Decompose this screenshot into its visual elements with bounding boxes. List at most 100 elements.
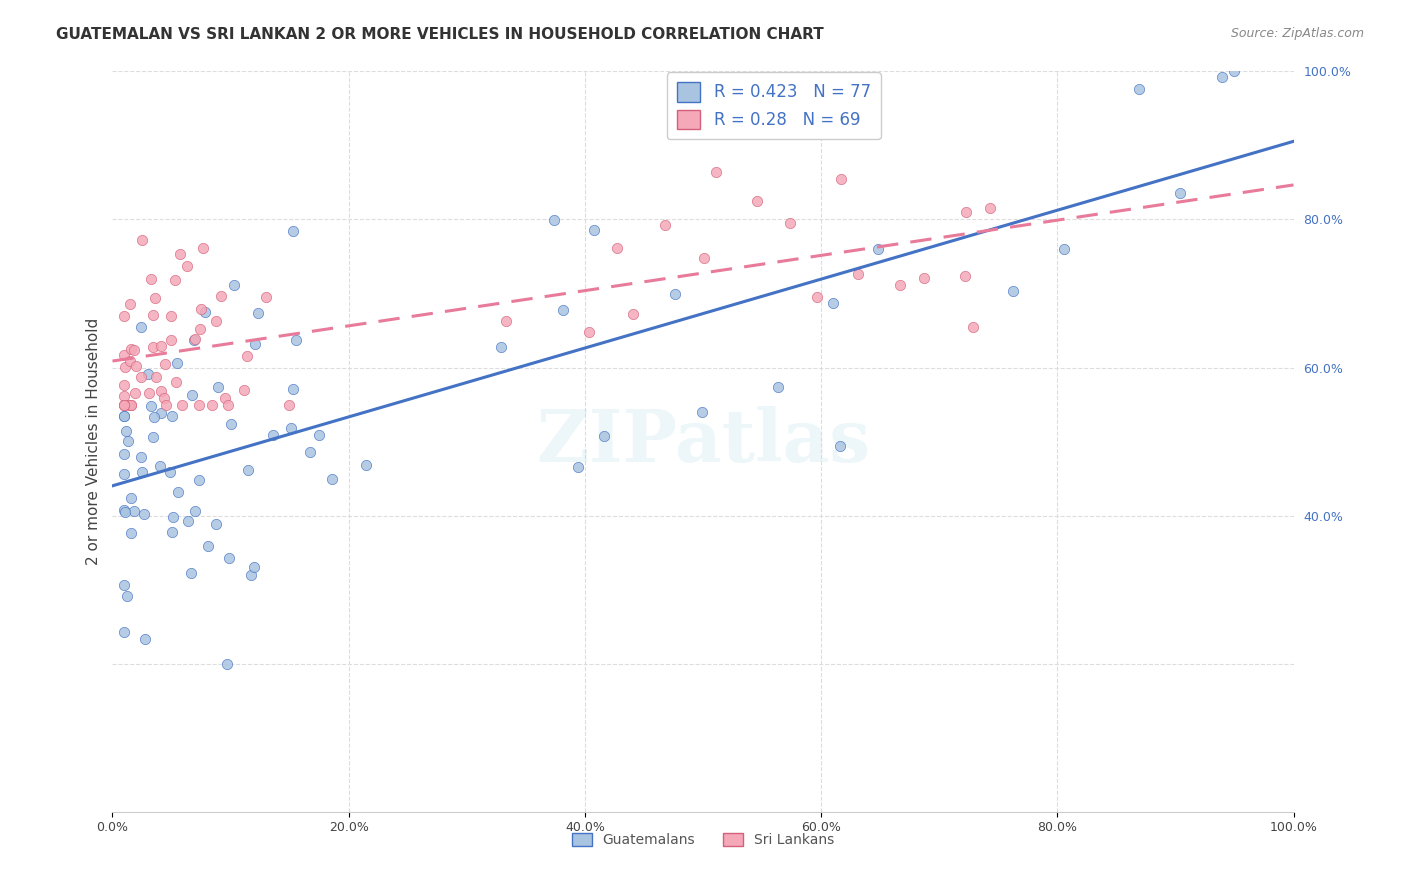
Point xyxy=(236,349,259,363)
Point xyxy=(239,568,262,582)
Point xyxy=(188,321,211,335)
Point xyxy=(142,410,165,425)
Point xyxy=(112,447,135,461)
Point xyxy=(112,389,135,403)
Point xyxy=(188,398,211,412)
Point xyxy=(868,242,890,256)
Point xyxy=(664,287,686,301)
Point xyxy=(141,272,163,286)
Point xyxy=(207,380,229,394)
Point xyxy=(955,268,977,283)
Point xyxy=(176,259,198,273)
Point xyxy=(149,406,172,420)
Point xyxy=(243,560,266,574)
Point xyxy=(218,550,240,565)
Point xyxy=(112,578,135,592)
Point xyxy=(606,241,628,255)
Point xyxy=(145,370,167,384)
Point xyxy=(955,205,977,219)
Point xyxy=(567,460,589,475)
Point xyxy=(551,303,574,318)
Text: GUATEMALAN VS SRI LANKAN 2 OR MORE VEHICLES IN HOUSEHOLD CORRELATION CHART: GUATEMALAN VS SRI LANKAN 2 OR MORE VEHIC… xyxy=(56,27,824,42)
Legend: Guatemalans, Sri Lankans: Guatemalans, Sri Lankans xyxy=(567,828,839,853)
Point xyxy=(112,377,135,392)
Point xyxy=(112,624,135,639)
Point xyxy=(848,267,870,281)
Point xyxy=(125,359,148,373)
Point xyxy=(180,566,202,580)
Point xyxy=(181,387,204,401)
Text: Source: ZipAtlas.com: Source: ZipAtlas.com xyxy=(1230,27,1364,40)
Point xyxy=(120,398,142,412)
Point xyxy=(134,507,156,521)
Point xyxy=(118,354,141,368)
Point xyxy=(129,370,152,384)
Point xyxy=(1223,64,1246,78)
Point xyxy=(124,343,146,357)
Point xyxy=(247,305,270,319)
Point xyxy=(205,517,228,532)
Point xyxy=(299,444,322,458)
Point xyxy=(962,320,984,334)
Point xyxy=(280,421,302,435)
Point xyxy=(224,278,246,293)
Text: ZIPatlas: ZIPatlas xyxy=(536,406,870,477)
Point xyxy=(150,384,173,399)
Point xyxy=(254,289,277,303)
Point xyxy=(1053,242,1076,256)
Point xyxy=(149,339,172,353)
Point xyxy=(204,314,226,328)
Point xyxy=(155,398,177,412)
Point xyxy=(495,314,517,328)
Point xyxy=(184,504,207,518)
Point xyxy=(160,409,183,424)
Point xyxy=(217,398,239,412)
Point xyxy=(159,465,181,479)
Point xyxy=(232,383,254,397)
Point xyxy=(117,589,139,603)
Point xyxy=(165,376,187,390)
Point xyxy=(112,409,135,423)
Point xyxy=(139,399,162,413)
Point xyxy=(131,465,153,479)
Point xyxy=(143,291,166,305)
Point xyxy=(236,463,259,477)
Point xyxy=(197,539,219,553)
Point xyxy=(117,434,139,449)
Point xyxy=(219,417,242,432)
Point xyxy=(243,336,266,351)
Point xyxy=(543,212,565,227)
Point xyxy=(1128,82,1150,96)
Point xyxy=(201,398,224,412)
Point xyxy=(766,380,789,394)
Point xyxy=(191,241,214,255)
Point xyxy=(166,356,188,370)
Point xyxy=(214,391,236,405)
Point xyxy=(112,309,135,323)
Point xyxy=(112,398,135,412)
Point xyxy=(114,359,136,374)
Point xyxy=(131,234,153,248)
Point xyxy=(153,357,176,371)
Point xyxy=(112,348,135,362)
Point xyxy=(117,398,139,412)
Point xyxy=(124,385,146,400)
Point xyxy=(169,246,191,260)
Point xyxy=(183,333,205,347)
Point xyxy=(167,484,190,499)
Point xyxy=(654,218,676,232)
Point xyxy=(828,439,851,453)
Point xyxy=(141,339,163,353)
Point xyxy=(704,165,727,179)
Point xyxy=(162,509,184,524)
Point xyxy=(177,514,200,528)
Point xyxy=(136,367,159,381)
Point xyxy=(120,525,142,540)
Point xyxy=(142,309,165,323)
Point xyxy=(209,289,232,303)
Point xyxy=(120,398,142,412)
Point xyxy=(120,491,142,505)
Point xyxy=(830,171,852,186)
Point xyxy=(190,302,212,317)
Point xyxy=(308,427,330,442)
